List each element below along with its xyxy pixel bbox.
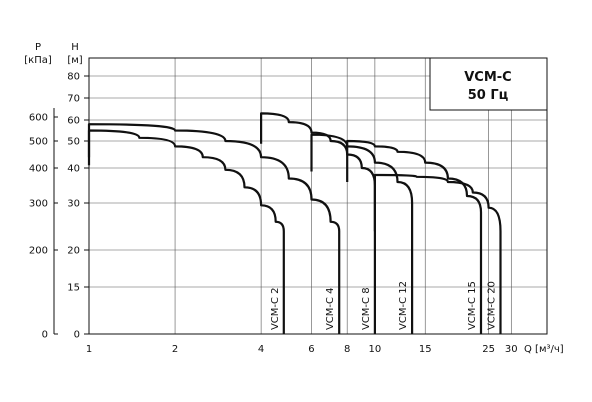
x-tick-label: 2 [172,344,178,355]
x-tick-label: 30 [505,344,518,355]
y-right-label-line-2: [м] [67,55,82,66]
series-label: VCM-C 2 [270,287,281,330]
curve-vcm-c-20 [373,173,502,334]
title-box [429,57,548,111]
y-left-label-line-1: P [35,42,41,53]
h-tick-label: 70 [67,94,80,105]
curve-vcm-c-4 [87,123,341,334]
h-tick-label: 0 [74,330,80,341]
h-tick-label: 15 [67,283,80,294]
h-tick-label: 40 [67,164,80,175]
x-tick-label: 25 [482,344,495,355]
x-tick-label: 10 [369,344,382,355]
h-tick-label: 50 [67,137,80,148]
curve-vcm-c-15 [346,139,483,334]
p-tick-label: 0 [42,330,48,341]
h-tick-label: 60 [67,116,80,127]
h-tick-label: 80 [67,72,80,83]
curve-vcm-c-12 [310,133,414,334]
p-tick-label: 200 [29,246,48,257]
y-right-label-line-1: H [71,42,79,53]
y-left-label-line-2: [кПа] [24,55,52,66]
x-tick-label: 4 [258,344,264,355]
curve-vcm-c-8 [260,112,376,334]
chart-title-line-1: VCM-C [464,70,511,85]
chart-title-line-2: 50 Гц [468,88,509,103]
x-axis-label: Q [м³/ч] [524,344,564,355]
curves-layer: VCM-C 2 VCM-C 4 VCM-C 8 VCM-C 12 VCM-C 15 VCM… [87,112,502,334]
series-label: VCM-C 20 [487,281,498,330]
p-tick-label: 600 [29,113,48,124]
x-tick-label: 1 [86,344,92,355]
series-label: VCM-C 8 [361,287,372,330]
x-tick-label: 15 [419,344,432,355]
axes-layer: 1 2 4 6 8 10 15 25 30015203040506070800200300400… [29,72,518,356]
p-tick-label: 300 [29,199,48,210]
h-tick-label: 30 [67,199,80,210]
series-label: VCM-C 4 [325,287,336,330]
grid-layer [89,58,547,334]
series-label: VCM-C 15 [467,281,478,330]
p-tick-label: 500 [29,137,48,148]
plot-frame [88,57,548,335]
h-tick-label: 20 [67,246,80,257]
x-tick-label: 6 [308,344,314,355]
p-tick-label: 400 [29,164,48,175]
x-tick-label: 8 [344,344,350,355]
series-label: VCM-C 12 [398,281,409,330]
curve-vcm-c-2 [87,129,285,334]
